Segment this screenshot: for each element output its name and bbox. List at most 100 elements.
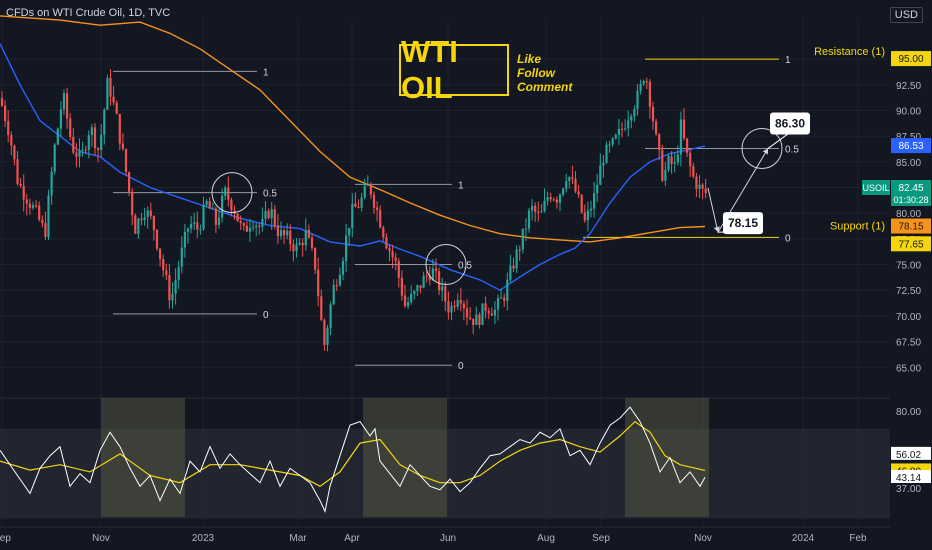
candle [391,244,394,269]
candle-body [314,247,317,270]
candle [376,201,379,222]
candle [221,188,224,223]
candle [317,257,320,307]
candle [131,188,134,226]
candle-body [431,268,434,281]
candle-body [583,212,586,221]
candle [354,192,357,208]
candle [369,182,372,199]
candle-body [484,303,487,311]
support-label: Support (1) [830,220,885,232]
candle [307,224,310,239]
candle-body [444,286,447,302]
candle [624,119,627,132]
candle [31,201,35,210]
candle-body [236,213,239,222]
candle [363,178,366,200]
candle [134,213,137,234]
candle-body [496,298,500,310]
candle [534,202,537,222]
candle-body [248,227,252,232]
candle-body [78,149,81,157]
candle [503,293,506,307]
fib-label: 0 [263,310,269,321]
candle [400,270,403,301]
candle-body [143,217,146,221]
candle [676,145,679,166]
candle [490,307,493,316]
candle [103,108,106,145]
candle-body [227,187,230,200]
fib-label: 0 [458,361,464,372]
fib-label: 0.5 [785,144,799,155]
candle-body [500,297,503,299]
candle-body [134,215,137,234]
candle-body [44,223,47,237]
candle-body [434,268,438,272]
candle [695,172,698,197]
candle [413,289,416,300]
candle [72,127,75,155]
candle [162,254,165,277]
candle [56,127,59,146]
price-tick-label: 92.50 [896,81,921,92]
candle [515,245,518,274]
resistance-label: Resistance (1) [814,46,885,58]
candle [248,218,252,243]
candle-body [202,204,205,230]
candle [341,257,345,281]
candle-body [35,205,38,207]
candle-body [357,207,360,209]
candle-body [509,265,512,280]
candle-body [630,116,633,121]
candle [475,306,478,325]
candle [292,239,295,262]
candle [441,277,444,302]
candle [630,113,633,129]
time-tick-label: Sep [592,533,610,544]
candle [438,267,441,296]
candle-body [465,308,469,318]
candle [425,270,428,283]
candle-body [658,134,661,150]
candle [484,296,487,319]
candle [270,201,273,230]
candle-body [611,138,614,145]
candle [562,187,565,197]
candle-body [475,314,478,325]
candle [267,208,270,220]
candle-body [345,235,348,262]
countdown-tag: 01:30:28 [893,195,928,205]
symbol-header[interactable]: CFDs on WTI Crude Oil, 1D, TVC [6,7,171,19]
candle [704,178,707,199]
candle [658,133,661,161]
candle-body [450,305,453,313]
resistance-price-tag-bg [891,51,931,67]
candle [295,238,298,258]
ma-fast-price-tag-bg [891,138,931,154]
candle-body [605,144,608,163]
fib-label: 1 [263,67,269,78]
current-price-tag-bg [891,180,931,207]
candle-body [196,222,199,230]
candle [183,223,186,258]
candle-body [115,102,118,114]
candle [332,279,335,306]
candle-body [242,223,245,226]
time-tick-label: Nov [92,533,110,544]
currency-button[interactable]: USD [889,7,923,23]
candle-body [360,197,363,208]
candle [298,238,301,246]
candle [633,105,636,122]
price-tick-label: 75.00 [896,261,921,272]
candle [496,294,500,321]
cta-text: Like Follow Comment [517,52,572,94]
candle-body [323,320,326,345]
rsi-tag-bg [891,446,931,460]
candle-body [617,128,620,135]
candle-body [199,229,202,231]
candle-body [549,197,552,200]
candle-body [10,135,13,146]
candle-body [648,81,651,107]
